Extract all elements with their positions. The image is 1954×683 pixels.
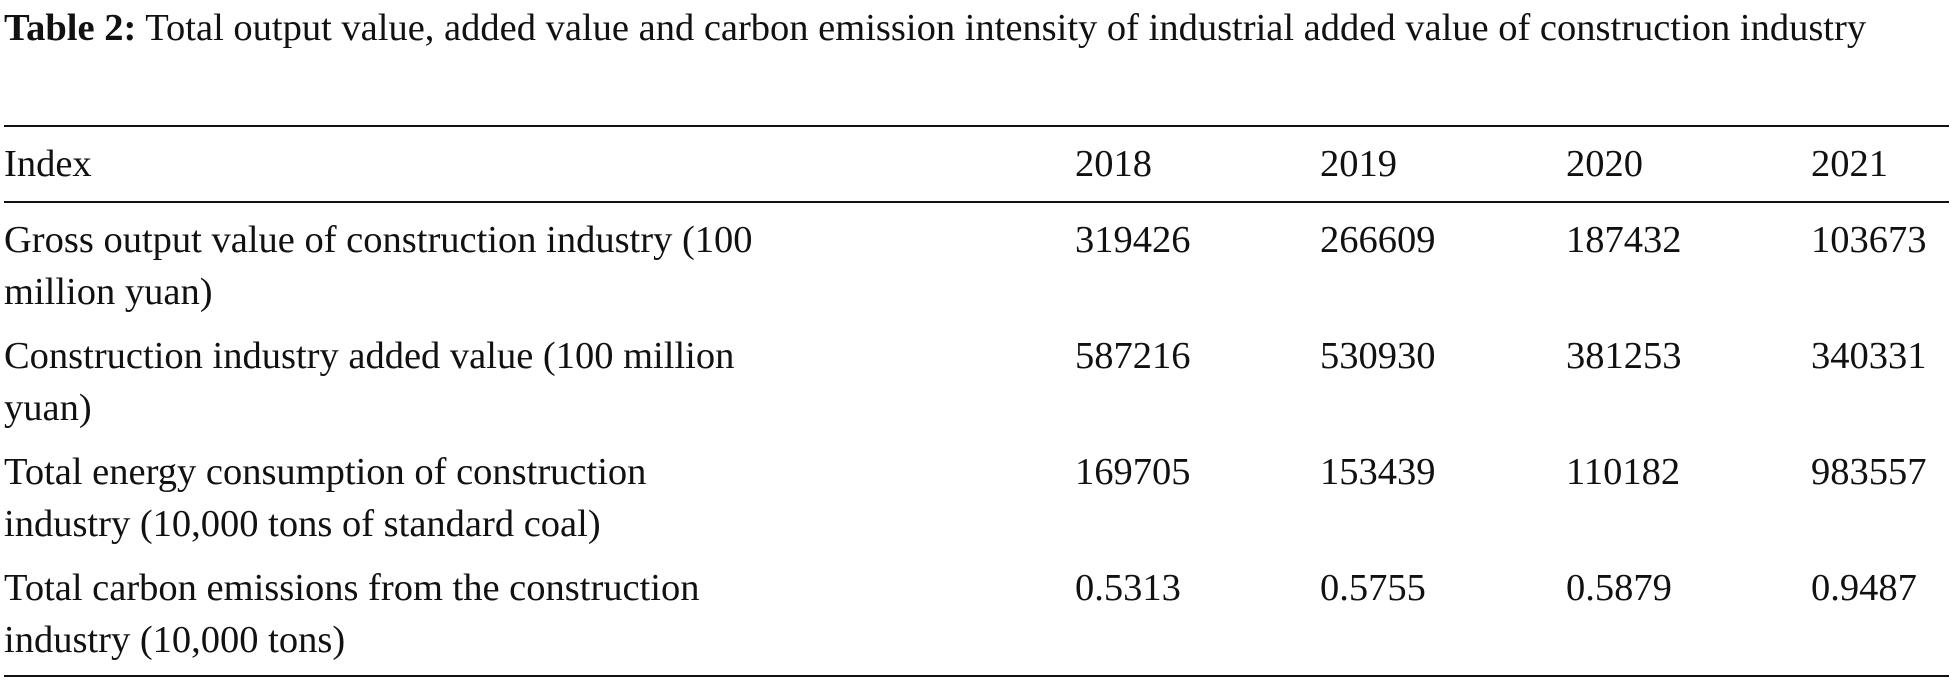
row-energy-consumption-label: Total energy consumption of construction…: [4, 446, 984, 550]
table-cell: 187432: [1566, 219, 1682, 261]
row-label-line: Construction industry added value (100 m…: [4, 335, 735, 377]
header-2019: 2019: [1320, 143, 1397, 185]
table-cell: 110182: [1566, 451, 1681, 493]
table-cell: 169705: [1075, 451, 1191, 493]
table-cell: 381253: [1566, 335, 1682, 377]
table-cell: 103673: [1811, 219, 1927, 261]
table-caption: Table 2: Total output value, added value…: [4, 2, 1949, 54]
table-cell: 983557: [1811, 451, 1927, 493]
table-caption-text: Total output value, added value and carb…: [136, 7, 1867, 49]
table-cell: 0.5313: [1075, 567, 1181, 609]
row-label-line: Total carbon emissions from the construc…: [4, 567, 700, 609]
row-label-line: Gross output value of construction indus…: [4, 219, 753, 261]
table-cell: 266609: [1320, 219, 1436, 261]
header-2018: 2018: [1075, 143, 1152, 185]
header-2021: 2021: [1811, 143, 1888, 185]
header-index: Index: [4, 143, 92, 185]
table-caption-label: Table 2:: [4, 7, 137, 49]
row-added-value-label: Construction industry added value (100 m…: [4, 330, 984, 434]
row-label-line: million yuan): [4, 271, 213, 313]
table-cell: 340331: [1811, 335, 1927, 377]
row-label-line: industry (10,000 tons): [4, 619, 346, 661]
table-top-rule: [4, 125, 1949, 127]
row-gross-output-label: Gross output value of construction indus…: [4, 214, 984, 318]
header-2020: 2020: [1566, 143, 1643, 185]
row-label-line: industry (10,000 tons of standard coal): [4, 503, 601, 545]
row-label-line: yuan): [4, 387, 92, 429]
table-bottom-rule: [4, 675, 1949, 677]
table-cell: 0.9487: [1811, 567, 1917, 609]
table-cell: 319426: [1075, 219, 1191, 261]
table-cell: 153439: [1320, 451, 1436, 493]
row-carbon-emissions-label: Total carbon emissions from the construc…: [4, 562, 984, 666]
table-cell: 530930: [1320, 335, 1436, 377]
table-cell: 0.5879: [1566, 567, 1672, 609]
table-cell: 587216: [1075, 335, 1191, 377]
row-label-line: Total energy consumption of construction: [4, 451, 647, 493]
table-cell: 0.5755: [1320, 567, 1426, 609]
table-header-rule: [4, 201, 1949, 203]
